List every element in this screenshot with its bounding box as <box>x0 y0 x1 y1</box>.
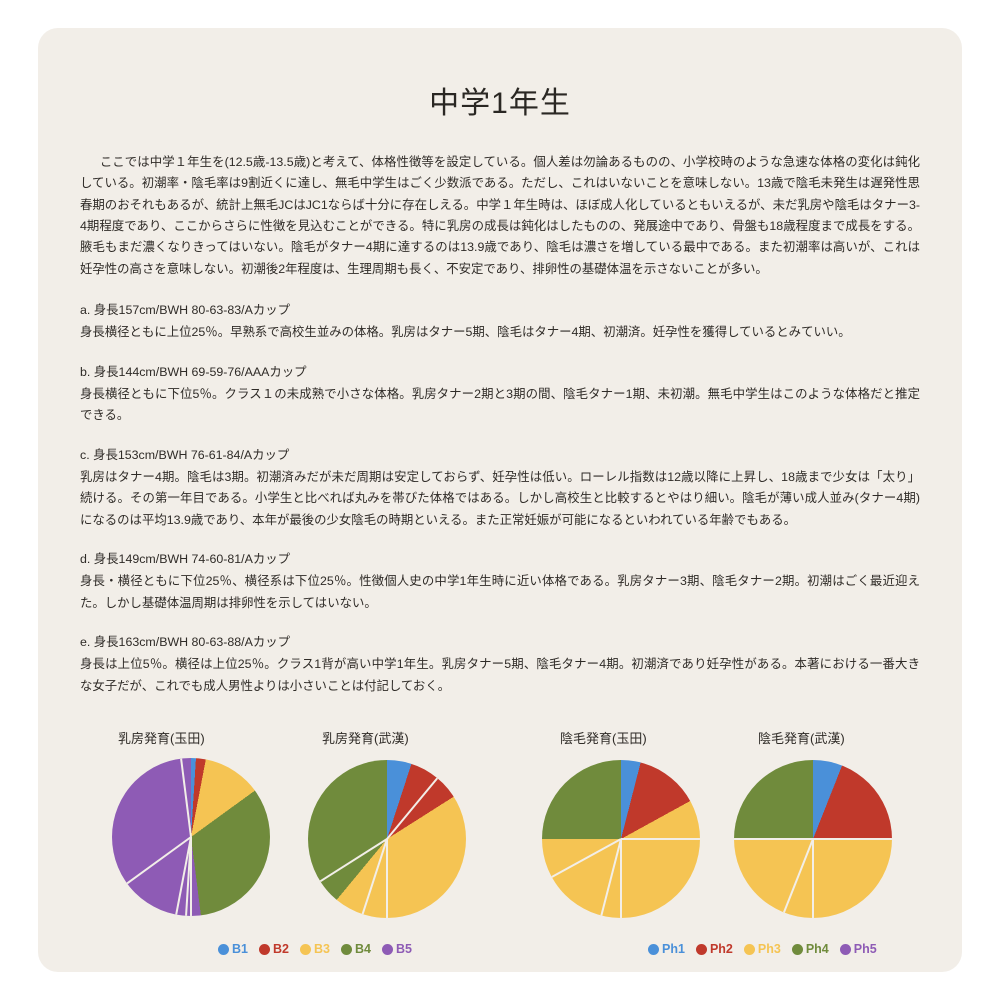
intro-paragraph: ここでは中学１年生を(12.5歳-13.5歳)と考えて、体格性徴等を設定している… <box>80 155 920 276</box>
case-heading: d. 身長149cm/BWH 74-60-81/Aカップ <box>80 551 291 566</box>
pie-chart-breast-tamada <box>112 758 270 916</box>
pie-slice-divider <box>813 838 892 840</box>
pie-slice-divider <box>600 838 622 916</box>
case-entry-e: e. 身長163cm/BWH 80-63-88/Aカップ 身長は上位5％。横径は… <box>80 632 920 697</box>
legend-item[interactable]: Ph3 <box>743 942 781 956</box>
case-body: 乳房はタナー4期。陰毛は3期。初潮済みだが未だ周期は安定しておらず、妊孕性は低い… <box>80 469 920 527</box>
case-body: 身長横径ともに下位5％。クラス１の未成熟で小さな体格。乳房タナー2期と3期の間、… <box>80 386 920 423</box>
pie-slice-divider <box>386 839 388 918</box>
pie-chart-pubic-wuhan <box>734 760 892 918</box>
chart-title-pubic-tamada: 陰毛発育(玉田) <box>560 731 647 746</box>
case-heading: b. 身長144cm/BWH 69-59-76/AAAカップ <box>80 364 307 379</box>
legend-swatch-icon <box>340 943 352 955</box>
pie-slice-divider <box>734 838 813 840</box>
legend-item[interactable]: B3 <box>299 942 330 956</box>
case-entry-d: d. 身長149cm/BWH 74-60-81/Aカップ 身長・横径ともに下位2… <box>80 549 920 614</box>
legend-label: Ph3 <box>757 942 781 956</box>
case-heading: e. 身長163cm/BWH 80-63-88/Aカップ <box>80 634 291 649</box>
case-entry-b: b. 身長144cm/BWH 69-59-76/AAAカップ 身長横径ともに下位… <box>80 362 920 427</box>
legend-label: B5 <box>395 942 412 956</box>
chart-title-pubic-wuhan: 陰毛発育(武漢) <box>758 731 845 746</box>
case-heading: a. 身長157cm/BWH 80-63-83/Aカップ <box>80 302 291 317</box>
pie-slice-divider <box>621 838 700 840</box>
legend-swatch-icon <box>258 943 270 955</box>
case-body: 身長は上位5％。横径は上位25％。クラス1背が高い中学1年生。乳房タナー5期、陰… <box>80 657 920 693</box>
legend-item[interactable]: B2 <box>258 942 289 956</box>
pie-slice-divider <box>319 838 388 883</box>
legend-label: Ph1 <box>662 942 685 956</box>
pubic-stage-legend: Ph1 Ph2 Ph3 Ph4 Ph5 <box>648 942 877 956</box>
case-entry-c: c. 身長153cm/BWH 76-61-84/Aカップ 乳房はタナー4期。陰毛… <box>80 445 920 531</box>
legend-item[interactable]: B5 <box>381 942 412 956</box>
pie-slice-divider <box>386 777 439 840</box>
pie-slice-divider <box>190 837 192 916</box>
legend-swatch-icon <box>839 943 851 955</box>
pie-slice-divider <box>782 838 814 913</box>
chart-titles-row: 乳房発育(玉田) 乳房発育(武漢) 陰毛発育(玉田) 陰毛発育(武漢) <box>80 728 920 754</box>
legend-label: Ph5 <box>853 942 877 956</box>
legend-label: B4 <box>354 942 371 956</box>
legend-item[interactable]: Ph4 <box>791 942 829 956</box>
legend-item[interactable]: B4 <box>340 942 371 956</box>
chart-title-breast-tamada: 乳房発育(玉田) <box>118 731 205 746</box>
legend-swatch-icon <box>218 943 229 955</box>
legend-item[interactable]: Ph2 <box>695 942 733 956</box>
case-body: 身長横径ともに上位25％。早熟系で高校生並みの体格。乳房はタナー5期、陰毛はタナ… <box>80 325 851 340</box>
legend-label: B3 <box>313 942 330 956</box>
legend-swatch-icon <box>743 943 755 955</box>
chart-title-breast-wuhan: 乳房発育(武漢) <box>322 731 409 746</box>
breast-stage-legend: B1 B2 B3 B4 B5 <box>218 942 412 956</box>
legend-swatch-icon <box>381 943 393 955</box>
case-heading: c. 身長153cm/BWH 76-61-84/Aカップ <box>80 447 290 462</box>
pie-charts-row <box>80 758 920 928</box>
page-title: 中学1年生 <box>429 87 571 120</box>
legend-swatch-icon <box>299 943 311 955</box>
legend-swatch-icon <box>695 943 707 955</box>
pie-slice-divider <box>180 758 192 838</box>
case-body: 身長・横径ともに下位25％、横径系は下位25％。性徴個人史の中学1年生時に近い体… <box>80 574 920 610</box>
case-entry-a: a. 身長157cm/BWH 80-63-83/Aカップ 身長横径ともに上位25… <box>80 300 920 344</box>
legend-swatch-icon <box>791 943 803 955</box>
legend-item[interactable]: B1 <box>218 942 248 956</box>
legend-item[interactable]: Ph1 <box>648 942 685 956</box>
pie-chart-breast-wuhan <box>308 760 466 918</box>
legend-swatch-icon <box>648 943 659 955</box>
legend-label: B2 <box>272 942 289 956</box>
pie-slice-divider <box>812 839 814 918</box>
pie-slice-divider <box>620 839 622 918</box>
legends-row: B1 B2 B3 B4 B5 Ph1 Ph2 Ph3 Ph4 Ph5 <box>80 942 920 972</box>
content-card: 中学1年生 ここでは中学１年生を(12.5歳-13.5歳)と考えて、体格性徴等を… <box>38 28 962 972</box>
charts-area: 乳房発育(玉田) 乳房発育(武漢) 陰毛発育(玉田) 陰毛発育(武漢) B1 B2… <box>80 728 920 978</box>
pie-chart-pubic-tamada <box>542 760 700 918</box>
legend-label: B1 <box>232 942 248 956</box>
legend-item[interactable]: Ph5 <box>839 942 877 956</box>
legend-label: Ph2 <box>709 942 733 956</box>
legend-label: Ph4 <box>805 942 829 956</box>
